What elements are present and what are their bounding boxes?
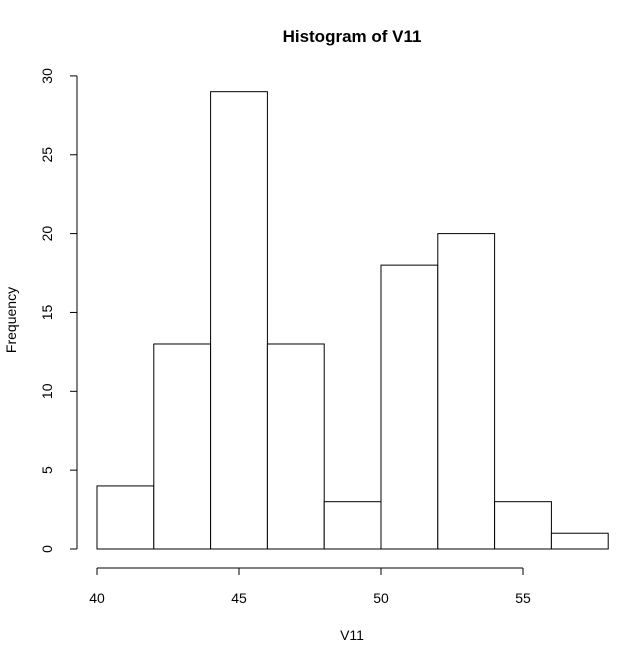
histogram-bar-4 [323, 501, 382, 550]
y-tick-label: 0 [39, 545, 55, 553]
y-tick-label: 10 [39, 383, 55, 399]
histogram-bar-0 [96, 485, 155, 550]
histogram-bar-7 [494, 501, 552, 550]
histogram-bar-8 [550, 532, 609, 550]
y-tick-label: 5 [39, 466, 55, 474]
x-axis: 40 45 50 55 [89, 567, 531, 606]
x-tick-label: 55 [515, 590, 531, 606]
x-axis-label: V11 [340, 627, 364, 643]
y-tick-label: 15 [39, 304, 55, 320]
y-tick-label: 30 [39, 68, 55, 84]
y-axis: 0 5 10 15 20 25 30 [39, 68, 78, 553]
histogram-bar-3 [266, 343, 325, 550]
x-tick-label: 45 [231, 590, 247, 606]
x-tick-label: 50 [373, 590, 389, 606]
histogram-bars [96, 91, 609, 550]
histogram-bar-1 [153, 343, 212, 550]
x-tick-label: 40 [89, 590, 105, 606]
histogram-bar-6 [437, 233, 496, 550]
y-tick-label: 20 [39, 226, 55, 242]
y-axis-label: Frequency [3, 287, 19, 353]
histogram-bar-2 [210, 91, 268, 550]
y-tick-label: 25 [39, 147, 55, 163]
histogram-bar-5 [380, 264, 439, 550]
chart-title: Histogram of V11 [283, 27, 422, 46]
